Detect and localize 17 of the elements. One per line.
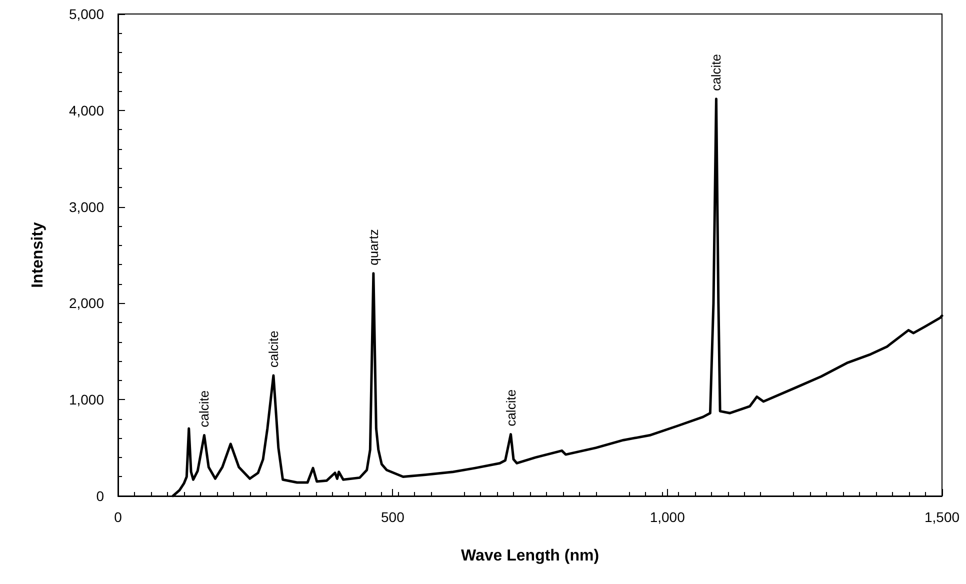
annotation: quartz <box>366 229 381 266</box>
x-axis-title: Wave Length (nm) <box>460 548 600 564</box>
y-tick-label: 0 <box>96 488 104 504</box>
y-tick-label: 5,000 <box>68 6 104 22</box>
annotation: calcite <box>503 389 518 426</box>
y-tick-label: 1,000 <box>68 392 104 408</box>
y-tick-label: 4,000 <box>68 102 104 118</box>
y-tick-label: 2,000 <box>68 295 104 312</box>
annotation: calcite <box>708 54 724 91</box>
y-axis-title: Intensity <box>30 222 46 288</box>
x-tick-label: 1,000 <box>650 509 686 525</box>
x-tick-label: 1,500 <box>924 509 960 525</box>
annotation: calcite <box>196 390 212 428</box>
x-tick-label: 0 <box>114 509 122 525</box>
y-tick-label: 3,000 <box>68 198 104 215</box>
annotation: calcite <box>266 330 281 368</box>
x-tick-label: 500 <box>380 509 405 525</box>
